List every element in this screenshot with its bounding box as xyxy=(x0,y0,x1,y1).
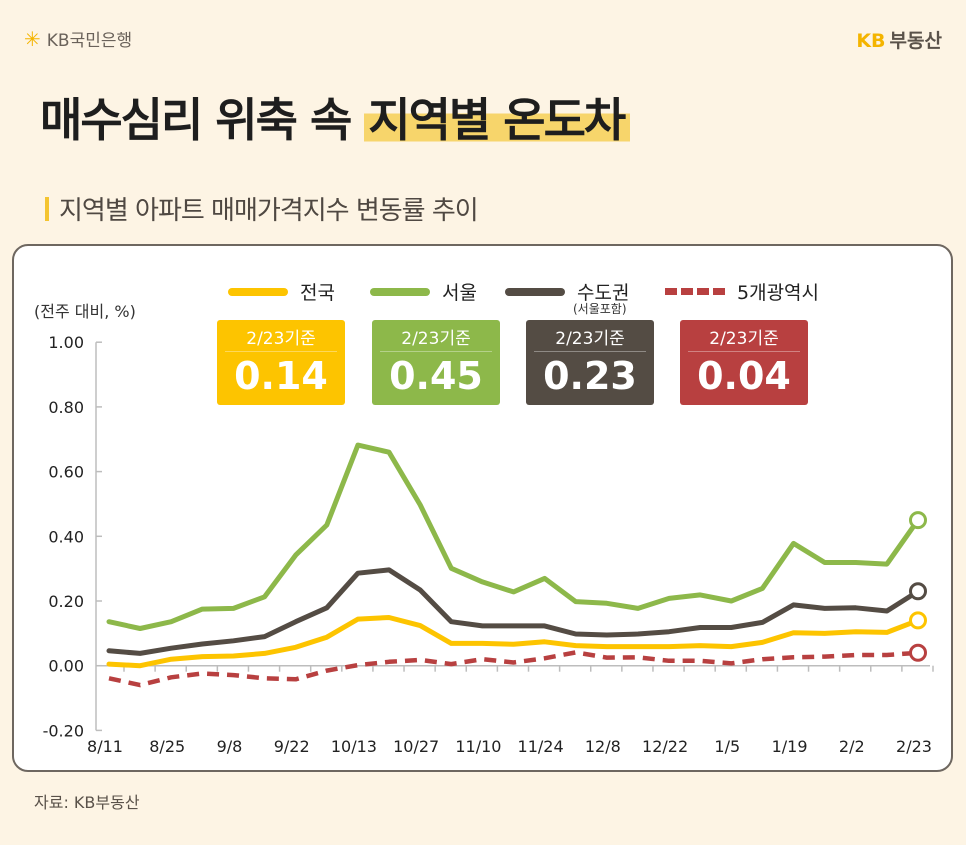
x-tick-label: 2/23 xyxy=(896,737,932,756)
x-tick-label: 2/2 xyxy=(839,737,865,756)
y-tick-label: -0.20 xyxy=(43,721,84,740)
series-line-0 xyxy=(106,615,921,669)
x-tick-label: 1/19 xyxy=(772,737,808,756)
y-tick-label: 0.20 xyxy=(48,592,84,611)
legend-item-national: 전국 xyxy=(228,278,335,305)
legend-label: 전국 xyxy=(300,282,335,304)
y-tick-label: 1.00 xyxy=(48,333,84,352)
x-tick-label: 11/10 xyxy=(455,737,501,756)
y-tick-label: 0.60 xyxy=(48,463,84,482)
series-end-marker-2 xyxy=(909,582,927,601)
page-title: 매수심리 위축 속 지역별 온도차 xyxy=(40,84,631,150)
card-value: 0.45 xyxy=(389,354,483,398)
subtitle-text: 지역별 아파트 매매가격지수 변동률 추이 xyxy=(59,196,479,226)
series-line-1 xyxy=(106,442,921,631)
title-highlight: 지역별 온도차 xyxy=(364,93,631,147)
legend-item-capital: 수도권 xyxy=(505,278,629,305)
x-tick-label: 1/5 xyxy=(714,737,740,756)
card-value: 0.14 xyxy=(234,354,328,398)
x-tick-label: 10/27 xyxy=(393,737,439,756)
card-label: 2/23기준 xyxy=(380,320,492,352)
legend-swatch xyxy=(505,287,565,296)
y-axis-label: (전주 대비, %) xyxy=(34,302,136,321)
card-label: 2/23기준 xyxy=(534,320,646,352)
chart-subtitle: 지역별 아파트 매매가격지수 변동률 추이 xyxy=(45,190,479,227)
series-end-marker-0 xyxy=(909,611,927,630)
x-tick-label: 12/22 xyxy=(642,737,688,756)
legend-label: 서울 xyxy=(442,282,477,304)
legend-swatch xyxy=(370,287,430,296)
series-line-2 xyxy=(106,567,921,656)
x-tick-label: 9/22 xyxy=(274,737,310,756)
legend-sublabel: (서울포함) xyxy=(573,302,627,316)
x-tick-label: 9/8 xyxy=(217,737,243,756)
brand-name: 부동산 xyxy=(889,30,942,52)
kb-bank-logo: ✳ KB국민은행 xyxy=(24,26,133,52)
kb-real-estate-logo: KB 부동산 xyxy=(856,26,942,53)
value-card-national: 2/23기준 0.14 xyxy=(217,320,345,405)
card-value: 0.04 xyxy=(697,354,791,398)
value-card-capital: 2/23기준 0.23 xyxy=(526,320,654,405)
value-card-seoul: 2/23기준 0.45 xyxy=(372,320,500,405)
card-value: 0.23 xyxy=(543,354,637,398)
card-label: 2/23기준 xyxy=(688,320,800,352)
series-end-marker-1 xyxy=(909,511,927,530)
legend-label: 5개광역시 xyxy=(737,282,820,304)
legend-swatch-dashed xyxy=(665,288,725,295)
title-plain: 매수심리 위축 속 xyxy=(40,93,352,147)
bank-logo-text: KB국민은행 xyxy=(46,31,133,51)
y-tick-label: 0.00 xyxy=(48,657,84,676)
y-tick-label: 0.40 xyxy=(48,527,84,546)
x-tick-label: 8/11 xyxy=(87,737,123,756)
legend-label: 수도권 xyxy=(577,282,630,304)
kb-star-icon: ✳ xyxy=(24,26,41,51)
x-tick-label: 10/13 xyxy=(331,737,377,756)
legend-swatch xyxy=(228,287,288,296)
legend-item-seoul: 서울 xyxy=(370,278,477,305)
value-card-metro5: 2/23기준 0.04 xyxy=(680,320,808,405)
x-tick-label: 11/24 xyxy=(518,737,564,756)
subtitle-bar xyxy=(45,196,49,221)
x-tick-label: 12/8 xyxy=(585,737,621,756)
y-tick-label: 0.80 xyxy=(48,398,84,417)
legend-item-metro5: 5개광역시 xyxy=(665,278,819,305)
source-note: 자료: KB부동산 xyxy=(34,793,140,812)
card-label: 2/23기준 xyxy=(225,320,337,352)
brand-prefix: KB xyxy=(856,30,886,52)
series-end-marker-3 xyxy=(909,643,927,662)
x-tick-label: 8/25 xyxy=(149,737,185,756)
series-line-3 xyxy=(108,650,919,688)
